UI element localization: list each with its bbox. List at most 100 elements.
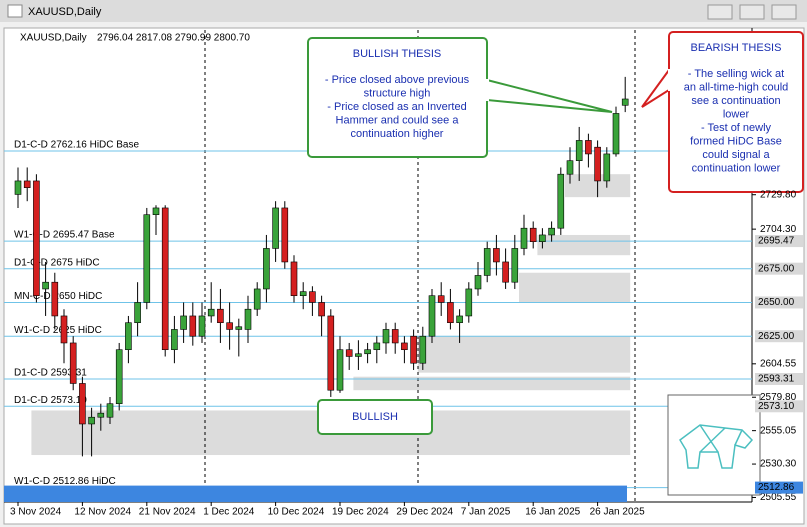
ohlc-header: 2796.04 2817.08 2790.99 2800.70: [97, 33, 250, 44]
title-bar: [0, 0, 807, 22]
candle-body: [529, 227, 537, 242]
note-line: continuation higher: [351, 128, 444, 140]
candle-body: [152, 207, 160, 215]
candle-body: [253, 288, 261, 310]
candle-body: [401, 342, 408, 351]
x-tick-label: 29 Dec 2024: [396, 507, 453, 518]
candle-body: [207, 308, 215, 317]
maximize-button[interactable]: [739, 4, 765, 20]
candle-body: [437, 295, 445, 303]
candle-body: [474, 275, 482, 290]
close-button[interactable]: [771, 4, 797, 20]
bullish-box: [317, 399, 433, 435]
candle-body: [309, 291, 316, 303]
price-tag-label: 2675.00: [758, 263, 795, 274]
minimize-button[interactable]: [707, 4, 733, 20]
candle-body: [134, 302, 141, 324]
candle-body: [391, 329, 399, 344]
y-tick-label: 2604.55: [760, 358, 797, 369]
candle-body: [456, 315, 463, 324]
candle-body: [161, 207, 169, 351]
bearish-thesis-box: [668, 31, 804, 193]
candle-body: [60, 315, 68, 344]
level-label: D1-C-D 2762.16 HiDC Base: [14, 140, 139, 151]
note-line: - Test of newly: [701, 122, 772, 134]
price-tag: [755, 400, 803, 413]
note-line: structure high: [364, 87, 431, 99]
candle-body: [23, 180, 31, 188]
note-line: continuation lower: [692, 162, 781, 174]
level-band: [4, 485, 627, 502]
candle-body: [539, 234, 546, 242]
candle-body: [483, 248, 491, 276]
level-label: W1-C-D 2625 HiDC: [14, 325, 102, 336]
candle-body: [373, 342, 381, 351]
candle-body: [345, 349, 353, 357]
candle-body: [290, 261, 298, 297]
price-tag-label: 2512.86: [758, 482, 795, 493]
x-tick-label: 1 Dec 2024: [203, 507, 255, 518]
candle-body: [217, 308, 224, 324]
note-line: - Price closed above previous: [325, 74, 470, 86]
candle-body: [14, 180, 22, 195]
app-icon: [7, 4, 23, 18]
candle-body: [585, 140, 592, 155]
candle-body: [603, 153, 611, 182]
level-label: W1-C-D 2512.86 HiDC: [14, 476, 116, 487]
candle-body: [106, 403, 114, 418]
zone: [537, 234, 631, 256]
note-line: an all-time-high could: [684, 81, 789, 93]
y-tick-label: 2729.80: [760, 189, 797, 200]
bullish-label: BULLISH: [352, 411, 398, 423]
bear-logo: [679, 424, 754, 469]
candle-body: [79, 383, 86, 425]
candle-body: [51, 281, 59, 317]
candle-body: [520, 227, 528, 249]
callout-join: [486, 79, 489, 101]
price-tag-label: 2695.47: [758, 236, 795, 247]
candle-body: [88, 416, 95, 425]
candle-body: [447, 302, 454, 324]
candle-body: [364, 349, 371, 355]
price-tag: [755, 262, 803, 275]
x-tick-label: 26 Jan 2025: [590, 507, 645, 518]
candle-body: [410, 335, 417, 364]
candle-body: [594, 146, 601, 182]
candle-body: [97, 412, 105, 418]
note-line: Hammer and could see a: [336, 114, 460, 126]
candle-body: [263, 248, 270, 290]
candle-body: [548, 227, 555, 236]
level-label: D1-C-D 2593.31: [14, 368, 87, 379]
zone: [353, 376, 631, 391]
candle-body: [198, 315, 206, 337]
note-line: - The selling wick at: [688, 68, 784, 80]
candle-body: [180, 315, 187, 330]
x-tick-label: 7 Jan 2025: [461, 507, 511, 518]
candle-body: [327, 315, 335, 391]
note-title: BEARISH THESIS: [691, 42, 782, 54]
note-line: lower: [723, 108, 750, 120]
candle-body: [189, 315, 197, 337]
y-tick-label: 2555.05: [760, 425, 797, 436]
note-line: could signal a: [702, 149, 770, 161]
candle-body: [281, 207, 289, 263]
y-tick-label: 2505.55: [760, 492, 797, 503]
chart-title: XAUUSD,Daily: [20, 33, 87, 44]
price-tag: [755, 235, 803, 248]
note-title: BULLISH THESIS: [353, 48, 441, 60]
candle-body: [226, 322, 233, 330]
candle-body: [557, 173, 565, 229]
candle-body: [621, 98, 629, 106]
price-tag: [755, 481, 803, 494]
candle-body: [493, 248, 500, 263]
candle-body: [502, 261, 509, 283]
candle-body: [419, 335, 427, 364]
x-tick-label: 3 Nov 2024: [10, 507, 62, 518]
price-tag-label: 2573.10: [758, 401, 795, 412]
candle-body: [511, 248, 519, 283]
candle-body: [382, 329, 390, 344]
candle-body: [299, 291, 307, 297]
candle-body: [115, 349, 123, 405]
candle-body: [244, 308, 252, 330]
x-tick-label: 19 Dec 2024: [332, 507, 389, 518]
